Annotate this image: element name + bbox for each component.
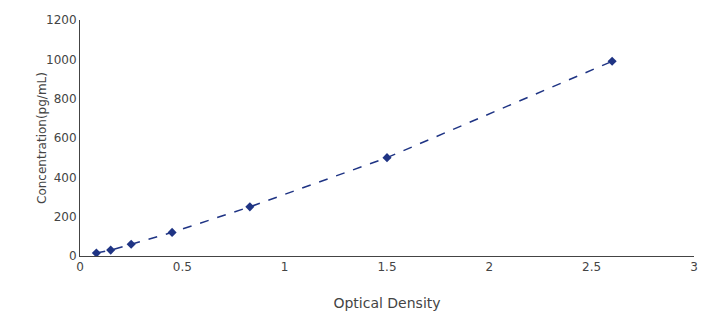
svg-text:200: 200	[54, 210, 77, 224]
svg-text:0: 0	[76, 260, 84, 274]
svg-text:1200: 1200	[46, 13, 77, 27]
svg-text:Optical Density: Optical Density	[333, 295, 440, 311]
svg-text:1: 1	[281, 260, 289, 274]
svg-text:0.5: 0.5	[173, 260, 192, 274]
svg-text:3: 3	[690, 260, 698, 274]
svg-text:Concentration(pg/mL): Concentration(pg/mL)	[35, 72, 49, 204]
svg-text:800: 800	[54, 92, 77, 106]
svg-text:1000: 1000	[46, 53, 77, 67]
svg-text:1.5: 1.5	[377, 260, 396, 274]
svg-text:0: 0	[69, 249, 77, 263]
svg-text:2: 2	[486, 260, 494, 274]
svg-text:2.5: 2.5	[582, 260, 601, 274]
svg-text:600: 600	[54, 131, 77, 145]
svg-text:400: 400	[54, 171, 77, 185]
